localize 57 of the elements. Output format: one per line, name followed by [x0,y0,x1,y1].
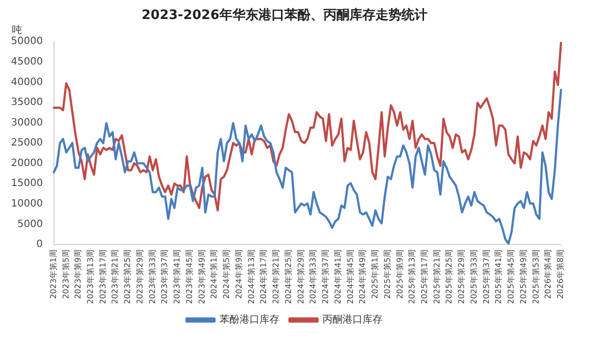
y-tick-label: 15000 [11,178,43,190]
x-tick-label: 2025年第33周 [469,249,478,304]
x-tick-label: 2023年第37周 [160,249,170,304]
x-tick-label: 2023年第17周 [98,249,108,304]
x-tick-label: 2025年第17周 [420,249,430,304]
x-tick-label: 2023年第1周 [48,249,58,299]
x-tick-label: 2025年第25周 [444,249,454,304]
x-tick-label: 2023年第45周 [184,249,194,304]
x-tick-label: 2023年第13周 [86,249,95,304]
x-tick-label: 2025年第37周 [482,249,491,304]
legend-label: 丙酮港口库存 [322,314,382,326]
y-tick-label: 0 [36,239,43,250]
x-tick-label: 2025年第29周 [457,249,466,304]
x-tick-label: 2026年第8周 [556,249,566,299]
x-tick-label: 2024年第5周 [222,249,232,299]
y-tick-label: 30000 [11,117,43,128]
x-tick-label: 2024年第37周 [321,249,330,304]
y-tick-label: 10000 [11,198,43,210]
x-tick-label: 2023年第33周 [148,249,157,304]
x-tick-label: 2024年第33周 [308,249,318,304]
y-tick-label: 50000 [11,36,43,48]
x-tick-label: 2026年第4周 [544,249,553,299]
x-tick-label: 2024年第21周 [272,249,281,304]
x-tick-label: 2025年第41周 [494,249,504,304]
x-tick-label: 2025年第1周 [370,249,380,299]
x-tick-label: 2025年第45周 [506,249,516,304]
x-tick-label: 2023年第9周 [74,249,83,299]
x-tick-label: 2024年第45周 [346,249,355,304]
y-tick-label: 20000 [11,158,43,169]
y-axis-title: 吨 [12,24,22,36]
x-tick-label: 2023年第41周 [172,249,182,304]
x-tick-label: 2024年第49周 [358,249,368,304]
x-tick-label: 2023年第29周 [135,249,144,304]
x-tick-label: 2023年第21周 [110,249,120,304]
x-tick-label: 2023年第25周 [123,249,132,304]
y-tick-label: 40000 [11,76,43,88]
x-tick-label: 2025年第49周 [518,249,528,304]
x-tick-label: 2024年第13周 [246,249,256,304]
x-tick-label: 2025年第53周 [531,249,540,304]
x-tick-label: 2024年第17周 [259,249,268,304]
x-tick-label: 2025年第5周 [382,249,392,299]
x-tick-label: 2024年第29周 [296,249,306,304]
y-tick-label: 25000 [11,138,43,149]
x-tick-label: 2024年第25周 [284,249,293,304]
x-tick-label: 2023年第49周 [197,249,206,304]
x-tick-label: 2024年第9周 [234,249,244,299]
y-tick-label: 5000 [17,218,43,230]
x-tick-label: 2024年第1周 [210,249,219,299]
x-tick-label: 2025年第13周 [408,249,417,304]
legend-label: 苯酚港口库存 [220,314,280,326]
x-tick-label: 2025年第21周 [432,249,442,304]
x-tick-label: 2023年第5周 [61,249,70,299]
y-tick-label: 45000 [11,56,43,68]
chart-title: 2023-2026年华东港口苯酚、丙酮库存走势统计 [142,7,428,24]
y-tick-label: 35000 [11,97,43,108]
x-tick-label: 2025年第9周 [395,249,404,299]
x-tick-label: 2024年第41周 [333,249,342,304]
